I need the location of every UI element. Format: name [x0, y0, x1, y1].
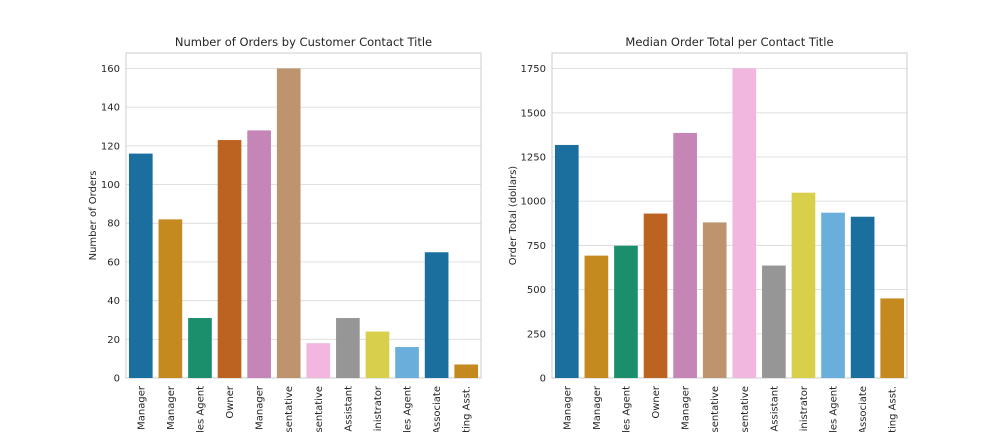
y-tick-label: 140	[101, 103, 120, 114]
bar	[732, 68, 757, 378]
x-tick-label: ales Agent	[403, 386, 414, 432]
x-tick-label: eting Asst.	[462, 386, 473, 432]
x-tick-labels: g Manager g Manager ales Agent Owner s Manag…	[562, 385, 899, 436]
x-tick-label: ministrator	[373, 385, 384, 432]
x-tick-label: s Manager	[255, 385, 266, 432]
chart-title: Median Order Total per Contact Title	[625, 35, 833, 49]
bar	[673, 132, 697, 378]
bar	[554, 144, 579, 378]
x-tick-label: ales Agent	[829, 386, 840, 432]
y-tick-label: 1250	[521, 152, 546, 163]
x-tick-label: g Manager	[136, 385, 147, 432]
bar	[395, 347, 419, 378]
chart-panel-1: 0 20 40 60 80 100 120 140 160 g Manager g Manager a…	[88, 35, 482, 436]
bars	[128, 68, 479, 378]
x-tick-label: g Assistant	[769, 386, 780, 432]
bar	[247, 130, 271, 378]
bar	[188, 318, 212, 378]
y-tick-label: 160	[101, 64, 120, 75]
y-tick-label: 60	[107, 257, 120, 268]
y-tick-label: 0	[540, 374, 546, 385]
y-tick-label: 1000	[521, 197, 546, 208]
x-tick-label: g Manager	[592, 385, 603, 432]
bars	[554, 68, 905, 378]
bar	[128, 153, 153, 378]
y-tick-label: 0	[114, 374, 120, 385]
bar	[821, 212, 845, 378]
x-tick-label: s Manager	[681, 385, 692, 432]
axes-frame	[125, 52, 482, 379]
chart-title: Number of Orders by Customer Contact Tit…	[175, 35, 432, 49]
bar	[614, 245, 638, 378]
bar	[365, 331, 390, 378]
x-tick-label: Associate	[858, 386, 869, 432]
x-tick-label: Associate	[432, 386, 443, 432]
x-tick-label: ales Agent	[195, 386, 206, 432]
x-tick-label: Owner	[225, 385, 236, 419]
bar	[454, 364, 479, 378]
x-tick-label: esentative	[284, 386, 295, 432]
y-tick-label: 1750	[521, 64, 546, 75]
bar	[306, 343, 331, 378]
y-tick-label: 500	[527, 285, 546, 296]
y-tick-label: 1500	[521, 108, 546, 119]
x-tick-label: ministrator	[799, 385, 810, 432]
y-tick-label: 20	[107, 335, 120, 346]
bar	[276, 68, 301, 378]
y-tick-label: 250	[527, 329, 546, 340]
y-axis-label: Number of Orders	[88, 171, 99, 261]
bar	[336, 318, 360, 378]
x-tick-labels: g Manager g Manager ales Agent Owner s Manag…	[136, 385, 473, 436]
x-tick-label: g Manager	[562, 385, 573, 432]
bar	[850, 216, 875, 378]
x-tick-label: ales Agent	[621, 386, 632, 432]
y-tick-label: 120	[101, 141, 120, 152]
axes-frame	[551, 52, 908, 379]
x-tick-label: eting Asst.	[888, 386, 899, 432]
y-tick-label: 40	[107, 296, 120, 307]
y-tick-label: 750	[527, 241, 546, 252]
x-tick-label: Owner	[651, 385, 662, 419]
bar	[158, 219, 183, 378]
bar	[217, 140, 242, 378]
y-tick-label: 100	[101, 180, 120, 191]
bar	[424, 252, 449, 378]
y-tick-label: 80	[107, 219, 120, 230]
bar	[643, 213, 668, 378]
bar	[791, 192, 816, 378]
bar	[584, 255, 609, 378]
bar	[702, 222, 727, 378]
y-axis-label: Order Total (dollars)	[508, 166, 519, 266]
x-tick-label: g Manager	[166, 385, 177, 432]
x-tick-label: g Assistant	[343, 386, 354, 432]
x-tick-label: esentative	[740, 386, 751, 432]
x-tick-label: esentative	[710, 386, 721, 432]
bar	[762, 265, 786, 378]
x-tick-label: esentative	[314, 386, 325, 432]
bar	[880, 298, 905, 378]
